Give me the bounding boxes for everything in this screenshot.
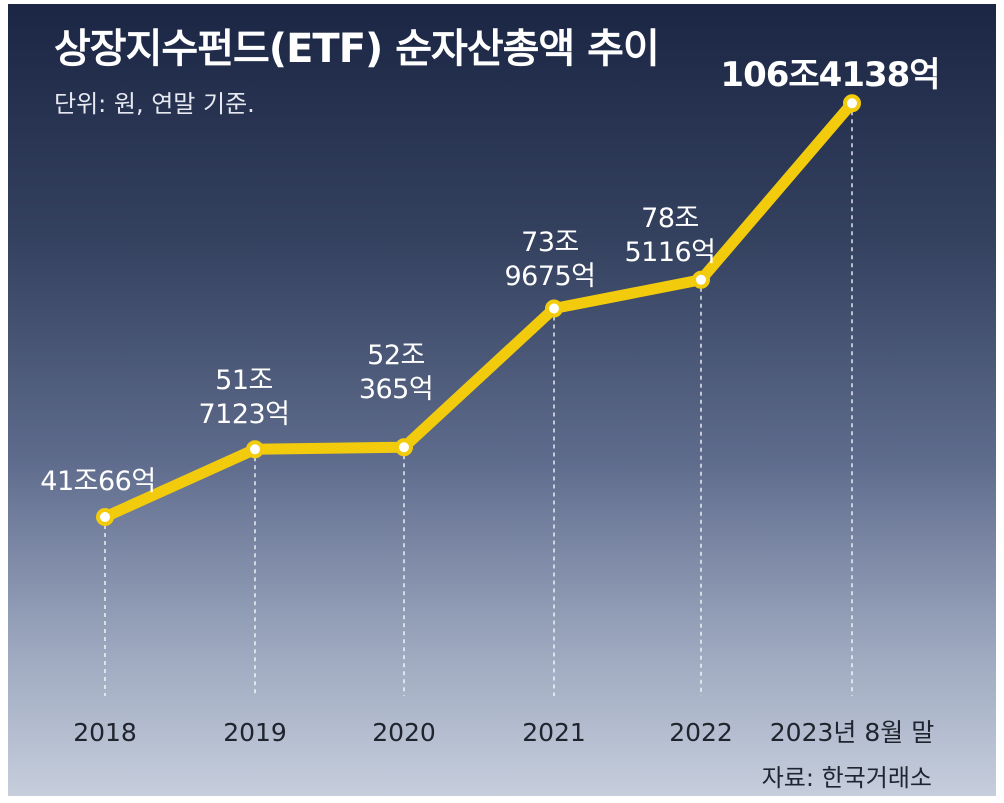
x-tick-label-3: 2021	[522, 718, 586, 747]
data-label-2-line-1: 365억	[359, 374, 433, 405]
data-label-4: 78조 5116억	[624, 203, 715, 268]
data-label-1-line-1: 7123억	[198, 399, 289, 430]
data-point-0	[96, 508, 114, 526]
chart-title: 상장지수펀드(ETF) 순자산총액 추이	[54, 26, 660, 72]
data-label-4-line-1: 5116억	[624, 237, 715, 268]
data-label-2-line-0: 52조	[367, 340, 425, 371]
data-label-5: 106조4138억	[720, 55, 939, 95]
x-tick-label-2: 2020	[372, 718, 436, 747]
data-point-5	[843, 94, 861, 113]
data-label-3-line-1: 9675억	[504, 261, 595, 292]
data-labels: 41조66억 51조 7123억 52조 365억 73조 9675억 78조 5116억 106…	[40, 55, 940, 497]
x-tick-label-5: 2023년 8월 말	[770, 718, 934, 747]
data-label-1-line-0: 51조	[215, 365, 273, 396]
guide-lines	[104, 111, 853, 696]
x-tick-label-1: 2019	[223, 718, 287, 747]
x-tick-label-4: 2022	[669, 718, 733, 747]
chart-panel: 상장지수펀드(ETF) 순자산총액 추이 단위: 원, 연말 기준. 41조66…	[8, 4, 996, 796]
line-chart: 41조66억 51조 7123억 52조 365억 73조 9675억 78조 5116억 106…	[40, 55, 940, 747]
data-label-5-line-0: 106조4138억	[720, 55, 939, 95]
data-label-3-line-0: 73조	[521, 227, 579, 258]
source-note: 자료: 한국거래소	[761, 764, 932, 792]
data-label-3: 73조 9675억	[504, 227, 595, 292]
series-line	[99, 97, 858, 523]
x-axis-ticks: 2018 2019 2020 2021 2022 2023년 8월 말	[73, 718, 934, 747]
unit-note: 단위: 원, 연말 기준.	[54, 90, 255, 118]
data-label-2: 52조 365억	[359, 340, 433, 405]
data-markers	[96, 94, 861, 526]
data-label-0-line-0: 41조66억	[40, 466, 155, 497]
x-tick-label-0: 2018	[73, 718, 137, 747]
data-label-1: 51조 7123억	[198, 365, 289, 430]
data-point-4	[692, 270, 710, 289]
data-point-2	[395, 438, 413, 457]
data-point-1	[246, 440, 264, 459]
data-point-3	[545, 299, 563, 318]
data-label-4-line-0: 78조	[641, 203, 699, 234]
data-label-0: 41조66억	[40, 466, 155, 497]
